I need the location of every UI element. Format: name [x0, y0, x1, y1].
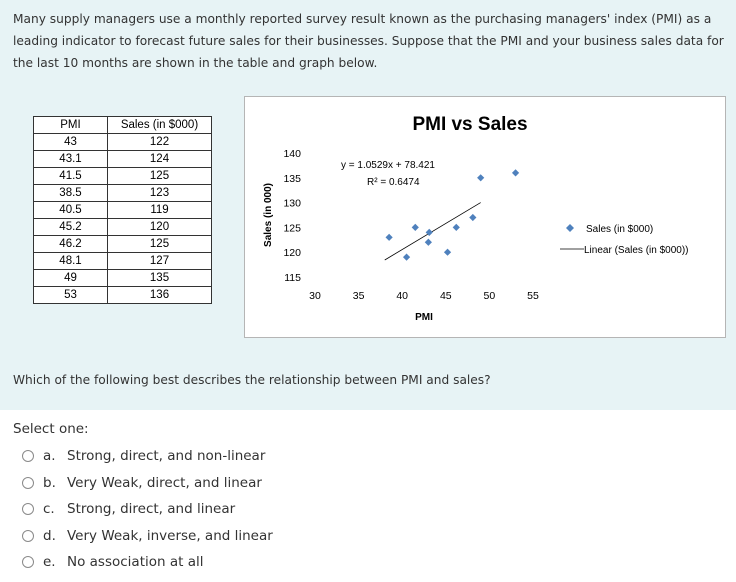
x-tick-label: 45 [440, 290, 452, 302]
option-c[interactable]: c. Strong, direct, and linear [22, 496, 273, 523]
cell-sales: 119 [107, 201, 212, 219]
x-tick-label: 30 [309, 290, 321, 302]
x-tick-label: 55 [527, 290, 539, 302]
cell-sales: 136 [107, 286, 212, 304]
table-row: 38.5 123 [33, 184, 212, 202]
option-letter: d. [43, 527, 56, 544]
trendline [384, 202, 481, 261]
cell-sales: 123 [107, 184, 212, 202]
cell-sales: 127 [107, 252, 212, 270]
legend-label-sales: Sales (in $000) [586, 224, 653, 235]
data-point [424, 238, 432, 246]
question-panel: Many supply managers use a monthly repor… [0, 0, 736, 410]
data-point [511, 169, 520, 177]
data-point [477, 174, 485, 182]
option-b[interactable]: b. Very Weak, direct, and linear [22, 470, 273, 497]
option-text[interactable]: Very Weak, inverse, and linear [67, 527, 273, 544]
option-text[interactable]: Very Weak, direct, and linear [67, 474, 262, 491]
radio-d[interactable] [22, 529, 34, 542]
data-point [402, 253, 411, 261]
table-row: 41.5 125 [33, 167, 212, 185]
table-row: 53 136 [33, 286, 212, 304]
data-point [425, 228, 433, 236]
legend-marker-sales [566, 224, 574, 232]
radio-e[interactable] [22, 556, 34, 569]
cell-sales: 135 [107, 269, 212, 287]
table-row: 43 122 [33, 133, 212, 151]
data-point [411, 223, 419, 231]
question-intro: Many supply managers use a monthly repor… [13, 12, 724, 70]
chart-title: PMI vs Sales [412, 114, 527, 135]
x-tick-label: 35 [353, 290, 365, 302]
option-letter: b. [43, 474, 56, 491]
radio-a[interactable] [22, 450, 34, 463]
option-letter: a. [43, 448, 56, 465]
table-header-row: PMI Sales (in $000) [33, 116, 212, 134]
y-tick-label: 125 [283, 222, 301, 234]
cell-sales: 122 [107, 133, 212, 151]
cell-pmi: 45.2 [33, 218, 108, 236]
x-tick-label: 40 [396, 290, 408, 302]
x-axis-label: PMI [415, 312, 433, 323]
y-tick-label: 120 [283, 247, 301, 259]
column-header-pmi: PMI [33, 116, 108, 134]
option-letter: c. [43, 501, 55, 518]
legend-label-trendline: Linear (Sales (in $000)) [584, 245, 689, 256]
x-tick-label: 50 [484, 290, 496, 302]
option-a[interactable]: a. Strong, direct, and non-linear [22, 443, 273, 470]
cell-pmi: 43.1 [33, 150, 108, 168]
r-squared-label: R² = 0.6474 [367, 177, 420, 188]
cell-sales: 124 [107, 150, 212, 168]
radio-b[interactable] [22, 476, 34, 489]
column-header-sales: Sales (in $000) [107, 116, 212, 134]
data-point [385, 233, 393, 241]
data-point [469, 213, 477, 222]
y-tick-label: 115 [284, 272, 301, 284]
option-text[interactable]: Strong, direct, and non-linear [67, 448, 266, 465]
cell-pmi: 53 [33, 286, 108, 304]
cell-sales: 125 [107, 167, 212, 185]
cell-pmi: 48.1 [33, 252, 108, 270]
cell-pmi: 38.5 [33, 184, 108, 202]
option-text[interactable]: Strong, direct, and linear [67, 501, 236, 518]
table-row: 49 135 [33, 269, 212, 287]
table-row: 48.1 127 [33, 252, 212, 270]
table-row: 40.5 119 [33, 201, 212, 219]
data-table: PMI Sales (in $000) 43 122 43.1 124 41.5 12… [33, 116, 212, 304]
question-prompt: Which of the following best describes th… [13, 373, 491, 387]
cell-pmi: 43 [33, 133, 108, 151]
chart-canvas: PMI vs Sales 30 35 40 45 50 55 115 120 125 130 135 1… [263, 114, 689, 323]
y-tick-label: 135 [283, 173, 301, 185]
cell-pmi: 46.2 [33, 235, 108, 253]
cell-sales: 120 [107, 218, 212, 236]
cell-pmi: 41.5 [33, 167, 108, 185]
cell-pmi: 40.5 [33, 201, 108, 219]
option-text[interactable]: No association at all [67, 554, 204, 571]
option-letter: e. [43, 554, 56, 571]
cell-pmi: 49 [33, 269, 108, 287]
answer-options: a. Strong, direct, and non-linear b. Ver… [22, 443, 273, 576]
cell-sales: 125 [107, 235, 212, 253]
y-axis-label: Sales (in 000) [263, 183, 274, 247]
option-e[interactable]: e. No association at all [22, 549, 273, 576]
scatter-chart: PMI vs Sales 30 35 40 45 50 55 115 120 125 130 135 1… [244, 96, 726, 338]
radio-c[interactable] [22, 503, 34, 516]
select-one-label: Select one: [13, 421, 89, 437]
data-point [443, 248, 452, 256]
data-point [452, 223, 460, 231]
trendline-equation: y = 1.0529x + 78.421 [341, 160, 435, 171]
y-tick-label: 130 [283, 198, 301, 210]
table-row: 43.1 124 [33, 150, 212, 168]
y-tick-label: 140 [283, 148, 301, 160]
table-row: 45.2 120 [33, 218, 212, 236]
table-row: 46.2 125 [33, 235, 212, 253]
option-d[interactable]: d. Very Weak, inverse, and linear [22, 523, 273, 550]
